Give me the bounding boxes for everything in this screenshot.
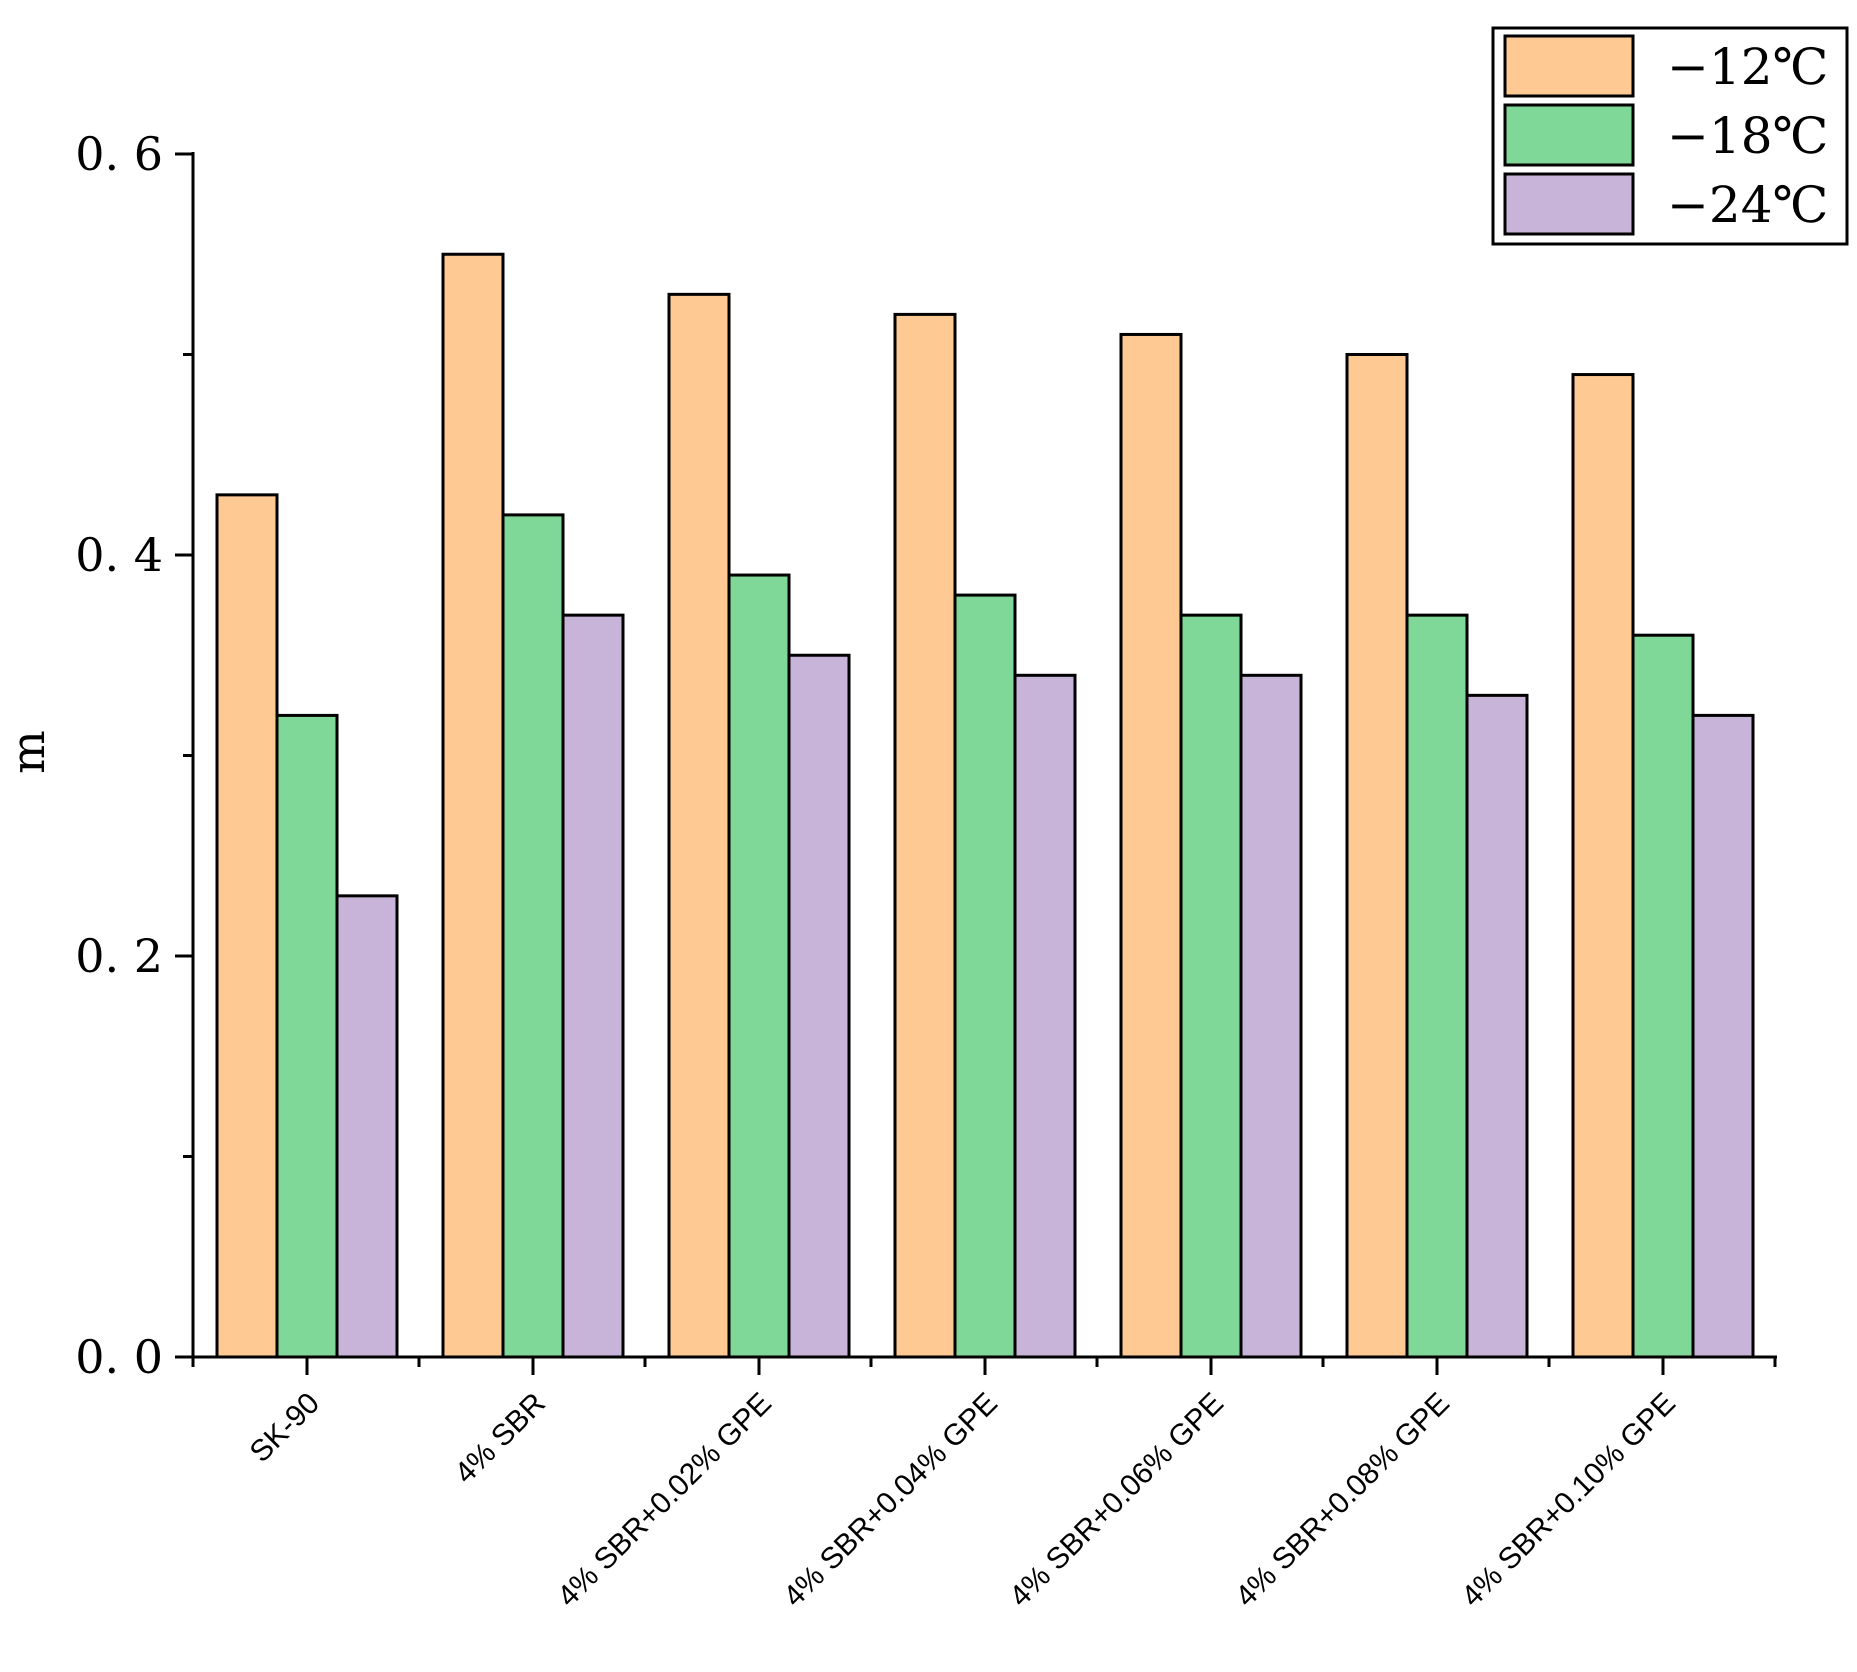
bar-2-7 bbox=[1631, 633, 1695, 1359]
x-tick-label-5: 4% SBR+0.06% GPE bbox=[1003, 1387, 1230, 1614]
x-tick-label-6: 4% SBR+0.08% GPE bbox=[1229, 1387, 1456, 1614]
axes-group bbox=[175, 152, 1777, 1375]
bar-1-7 bbox=[1571, 373, 1635, 1359]
bar-3-1 bbox=[335, 894, 399, 1359]
legend-swatch-3 bbox=[1503, 172, 1635, 236]
bar-2-6 bbox=[1405, 613, 1469, 1359]
bar-1-6 bbox=[1345, 353, 1409, 1359]
y-tick-label-3: 0. 4 bbox=[75, 528, 163, 582]
legend: −12℃ −18℃ −24℃ bbox=[1491, 26, 1849, 246]
bar-1-3 bbox=[667, 292, 731, 1359]
bar-3-6 bbox=[1465, 693, 1529, 1359]
x-tick-label-3: 4% SBR+0.02% GPE bbox=[551, 1387, 778, 1614]
y-axis-title: m bbox=[1, 730, 55, 774]
bar-3-2 bbox=[561, 613, 625, 1359]
bars-group bbox=[215, 252, 1755, 1359]
bar-3-3 bbox=[787, 653, 851, 1359]
bar-1-2 bbox=[441, 252, 505, 1359]
bar-2-2 bbox=[501, 513, 565, 1359]
x-tick-label-4: 4% SBR+0.04% GPE bbox=[777, 1387, 1004, 1614]
bar-2-1 bbox=[275, 713, 339, 1359]
bar-3-7 bbox=[1691, 713, 1755, 1359]
bar-2-3 bbox=[727, 573, 791, 1359]
bar-1-4 bbox=[893, 312, 957, 1359]
legend-label-3: −24℃ bbox=[1667, 176, 1828, 234]
legend-label-1: −12℃ bbox=[1667, 38, 1828, 96]
bar-3-5 bbox=[1239, 673, 1303, 1359]
x-tick-label-7: 4% SBR+0.10% GPE bbox=[1455, 1387, 1682, 1614]
x-tick-label-2: 4% SBR bbox=[448, 1387, 552, 1491]
y-tick-label-4: 0. 6 bbox=[75, 127, 163, 181]
legend-swatch-1 bbox=[1503, 34, 1635, 98]
legend-label-2: −18℃ bbox=[1667, 107, 1828, 165]
y-tick-label-1: 0. 0 bbox=[75, 1330, 163, 1384]
bar-2-5 bbox=[1179, 613, 1243, 1359]
legend-swatch-2 bbox=[1503, 103, 1635, 167]
bar-3-4 bbox=[1013, 673, 1077, 1359]
x-tick-label-1: SK-90 bbox=[244, 1387, 326, 1469]
y-tick-label-2: 0. 2 bbox=[75, 929, 163, 983]
bar-1-5 bbox=[1119, 332, 1183, 1359]
bar-1-1 bbox=[215, 493, 279, 1359]
bar-2-4 bbox=[953, 593, 1017, 1359]
